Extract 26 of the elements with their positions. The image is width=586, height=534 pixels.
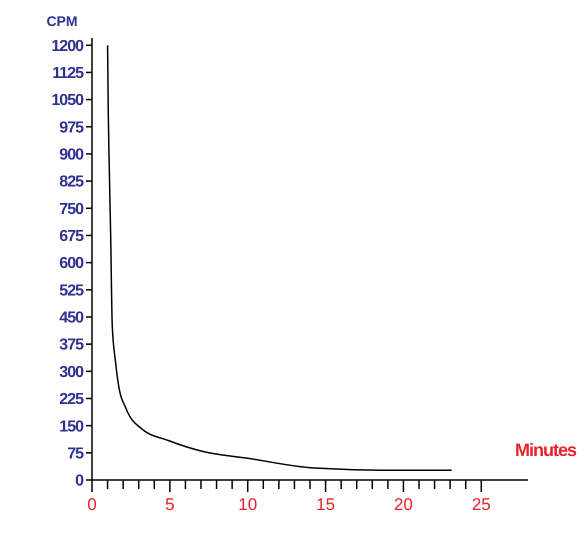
x-tick-label: 0 bbox=[87, 495, 97, 514]
x-axis-title: Minutes bbox=[514, 440, 577, 460]
x-tick-label: 25 bbox=[472, 495, 491, 514]
y-axis-title: CPM bbox=[46, 13, 78, 29]
x-tick-label: 5 bbox=[165, 495, 175, 514]
y-tick-label: 1050 bbox=[51, 92, 84, 110]
x-tick-label: 20 bbox=[394, 495, 413, 514]
y-tick-label: 300 bbox=[59, 364, 84, 381]
y-tick-label: 825 bbox=[59, 174, 84, 191]
y-tick-label: 975 bbox=[59, 119, 84, 136]
y-tick-label: 0 bbox=[75, 472, 84, 490]
y-tick-label: 450 bbox=[59, 310, 84, 327]
y-tick-label: 600 bbox=[59, 255, 84, 272]
line-series bbox=[106, 44, 452, 471]
x-tick-label: 10 bbox=[238, 495, 258, 514]
y-tick-label: 75 bbox=[67, 445, 84, 462]
y-tick-label: 525 bbox=[59, 282, 84, 300]
y-tick-label: 150 bbox=[59, 418, 84, 436]
y-tick-label: 1125 bbox=[52, 65, 84, 82]
y-tick-label: 675 bbox=[59, 228, 84, 246]
x-tick-label: 15 bbox=[316, 495, 336, 514]
y-tick-label: 375 bbox=[59, 336, 84, 354]
y-tick-label: 750 bbox=[59, 200, 84, 218]
y-tick-label: 1200 bbox=[51, 38, 84, 55]
y-tick-label: 225 bbox=[59, 391, 84, 408]
y-tick-label: 900 bbox=[59, 146, 84, 164]
